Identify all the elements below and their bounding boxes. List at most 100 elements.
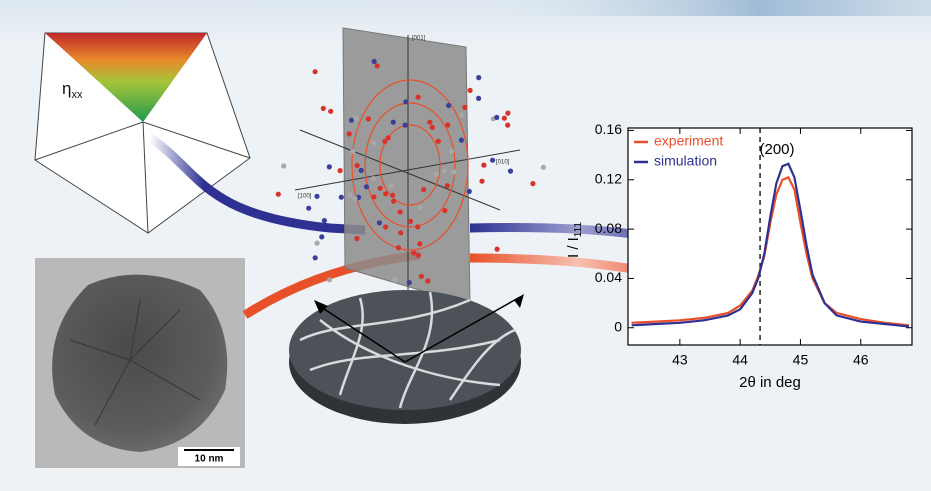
axis-3d-label: [001] — [412, 36, 426, 42]
spot — [411, 250, 416, 255]
spot — [495, 247, 500, 252]
spot — [382, 139, 387, 144]
spot — [347, 193, 352, 198]
spot — [353, 116, 358, 121]
spot — [322, 218, 327, 223]
y-tick-label: 0.04 — [595, 269, 622, 285]
spot — [315, 241, 320, 246]
spot — [452, 169, 457, 174]
spot — [505, 111, 510, 116]
spot — [281, 163, 286, 168]
spot — [347, 131, 352, 136]
spot — [408, 219, 413, 224]
spot — [359, 168, 364, 173]
spot — [354, 236, 359, 241]
spot — [442, 169, 447, 174]
spot — [327, 164, 332, 169]
y-tick-label: 0.08 — [595, 220, 622, 236]
spot — [389, 183, 394, 188]
spot — [434, 171, 439, 176]
spot — [421, 187, 426, 192]
scale-label: 10 nm — [195, 454, 224, 465]
x-tick-label: 45 — [793, 352, 809, 368]
spot — [372, 59, 377, 64]
spot — [462, 105, 467, 110]
spot — [490, 158, 495, 163]
spot — [481, 163, 486, 168]
spot — [468, 88, 473, 93]
spot — [445, 183, 450, 188]
spot — [391, 199, 396, 204]
spot — [541, 165, 546, 170]
spot — [371, 176, 376, 181]
spot — [407, 280, 412, 285]
strain-symbol: η — [62, 79, 71, 98]
spot — [436, 139, 441, 144]
spot — [403, 123, 408, 128]
x-tick-label: 43 — [672, 352, 688, 368]
spot — [508, 169, 513, 174]
x-tick-label: 46 — [853, 352, 869, 368]
spot — [449, 149, 454, 154]
spot — [377, 220, 382, 225]
x-tick-label: 44 — [732, 352, 748, 368]
axis-3d-label: [010] — [496, 160, 510, 166]
spot — [366, 116, 371, 121]
spot — [396, 245, 401, 250]
spot — [416, 95, 421, 100]
spot — [276, 192, 281, 197]
spot — [502, 116, 507, 121]
x-axis-label: 2θ in deg — [739, 374, 801, 391]
legend-label: experiment — [654, 133, 723, 149]
spot — [398, 230, 403, 235]
y-tick-label: 0 — [614, 318, 622, 334]
spot — [392, 277, 397, 282]
annotation: (200) — [759, 141, 794, 158]
spot — [338, 168, 343, 173]
spot — [505, 123, 510, 128]
spot — [415, 224, 420, 229]
spot — [375, 63, 380, 68]
spot — [350, 149, 355, 154]
spot — [328, 109, 333, 114]
banner — [500, 0, 931, 16]
spot — [416, 253, 421, 258]
y-tick-label: 0.12 — [595, 170, 622, 186]
spot — [459, 113, 464, 118]
legend-label: simulation — [654, 153, 717, 169]
spot — [321, 106, 326, 111]
spot — [349, 118, 354, 123]
spot — [383, 224, 388, 229]
spot — [425, 278, 430, 283]
spot — [391, 120, 396, 125]
strain-subscript: xx — [71, 89, 83, 101]
spot — [467, 189, 472, 194]
spot — [530, 181, 535, 186]
y-label-main: I / I — [565, 237, 582, 258]
spot — [459, 138, 464, 143]
spot — [383, 191, 388, 196]
spot — [476, 96, 481, 101]
spot — [378, 186, 383, 191]
spot — [418, 205, 423, 210]
spot — [419, 274, 424, 279]
spot — [403, 99, 408, 104]
axis-3d-label: [100] — [298, 194, 312, 200]
spot — [364, 184, 369, 189]
spot — [390, 193, 395, 198]
spot — [442, 208, 447, 213]
spot — [430, 125, 435, 130]
spot — [427, 120, 432, 125]
strained-disk — [289, 290, 524, 424]
spot — [355, 163, 360, 168]
spot — [446, 103, 451, 108]
y-label-subscript: 111 — [573, 222, 584, 238]
spot — [327, 277, 332, 282]
spot — [445, 122, 450, 127]
spot — [306, 206, 311, 211]
figure: ηxx 10 nm [001] [010] [100] — [0, 0, 931, 491]
spot — [398, 209, 403, 214]
spot — [494, 115, 499, 120]
spot — [476, 75, 481, 80]
